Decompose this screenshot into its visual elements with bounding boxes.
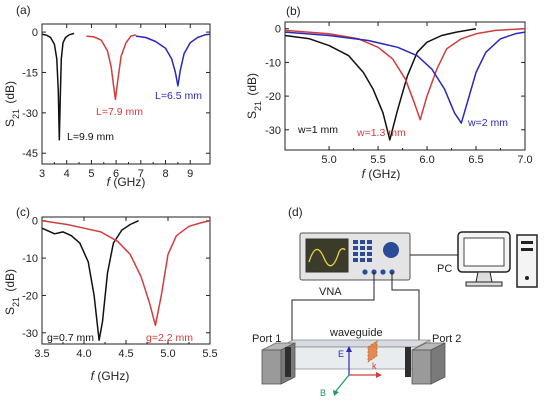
y-tick-label: -30 xyxy=(22,108,38,120)
waveguide-label: waveguide xyxy=(329,327,383,339)
series-line-3 xyxy=(285,31,525,124)
series-annotation: w=1.3 mm xyxy=(356,127,406,139)
field-axes xyxy=(333,346,382,396)
panel-label-d: (d) xyxy=(288,205,303,219)
x-tick-label: 5.5 xyxy=(202,348,217,360)
x-axis-label: f (GHz) xyxy=(107,175,146,189)
y-tick-label: -45 xyxy=(22,148,38,160)
vna-port xyxy=(362,269,368,275)
cables xyxy=(291,254,458,345)
plot-frame xyxy=(41,216,211,345)
chart-panel-a: (a) 3 4 5 6 7 8 9 0 -15 -30 -45 S21 (dB) f (GHz) L=9.9… xyxy=(3,3,211,189)
k-vector-label: k xyxy=(372,361,377,371)
x-tick-label: 5 xyxy=(88,168,94,180)
e-field-label: E xyxy=(338,349,344,359)
pc-label: PC xyxy=(437,263,452,275)
x-tick-label: 9 xyxy=(187,168,193,180)
y-tick-label: -10 xyxy=(22,253,38,265)
x-axis-label: f (GHz) xyxy=(362,167,401,181)
waveguide xyxy=(261,339,446,385)
y-axis-label: S21 (dB) xyxy=(3,81,21,127)
series-annotation: L=6.5 mm xyxy=(155,90,202,102)
pc-computer xyxy=(457,231,538,288)
series-line-3 xyxy=(135,33,210,87)
x-tick-label: 5.5 xyxy=(370,154,385,166)
series-annotation: w=2 mm xyxy=(467,117,508,129)
series-annotation: g=0.7 mm xyxy=(47,332,94,344)
x-tick-label: 3 xyxy=(39,168,45,180)
vna-label: VNA xyxy=(319,286,342,298)
y-tick-label: -30 xyxy=(22,328,38,340)
series-annotation: L=9.9 mm xyxy=(67,131,114,143)
x-tick-label: 6.5 xyxy=(468,154,483,166)
panel-label: (c) xyxy=(16,205,30,219)
x-tick-label: 5.0 xyxy=(321,154,336,166)
y-tick-label: -10 xyxy=(265,57,281,69)
x-tick-label: 7.0 xyxy=(517,154,532,166)
sample xyxy=(368,341,377,362)
series-line-2 xyxy=(285,27,525,121)
vna-screen xyxy=(305,238,349,273)
y-tick-label: -20 xyxy=(22,290,38,302)
series-line-1 xyxy=(42,220,139,342)
x-axis-label: f (GHz) xyxy=(91,369,130,383)
vna-port xyxy=(380,269,386,275)
x-tick-label: 6 xyxy=(113,168,119,180)
vna-instrument xyxy=(299,232,411,281)
y-axis-label: S21 (dB) xyxy=(245,73,263,119)
vna-knob xyxy=(383,242,399,258)
x-tick-label: 6.0 xyxy=(419,154,434,166)
x-tick-label: 4.5 xyxy=(118,348,133,360)
x-tick-label: 5.0 xyxy=(160,348,175,360)
y-tick-label: 0 xyxy=(32,27,38,39)
x-tick-label: 8 xyxy=(162,168,168,180)
x-tick-label: 3.5 xyxy=(34,348,49,360)
plot-frame xyxy=(41,23,211,165)
vna-trace xyxy=(308,248,346,267)
plot-frame xyxy=(284,21,526,151)
vna-keypad xyxy=(353,240,372,262)
y-tick-label: 0 xyxy=(275,24,281,36)
series-line-2 xyxy=(42,219,210,327)
series-line-1 xyxy=(285,27,477,141)
port-1-block xyxy=(261,349,282,385)
panel-label: (a) xyxy=(16,3,31,17)
series-line-2 xyxy=(86,34,137,101)
series-annotation: g=2.2 mm xyxy=(146,332,193,344)
y-tick-label: 0 xyxy=(32,216,38,228)
series-annotation: w=1 mm xyxy=(297,124,338,136)
series-annotation: L=7.9 mm xyxy=(96,106,143,118)
chart-panel-c: (c) 3.5 4.0 4.5 5.0 5.5 0 -10 -20 -30 S21 (dB) f (G… xyxy=(3,205,218,383)
x-tick-label: 4.0 xyxy=(76,348,91,360)
setup-diagram: (d) VNA xyxy=(252,205,538,398)
y-axis-label: S21 (dB) xyxy=(3,269,21,315)
y-tick-label: -30 xyxy=(265,125,281,137)
y-tick-label: -20 xyxy=(265,91,281,103)
port-2-block xyxy=(411,349,432,385)
b-field-label: B xyxy=(320,388,326,398)
series-line-1 xyxy=(42,32,75,141)
panel-label: (b) xyxy=(286,4,301,18)
x-tick-label: 4 xyxy=(64,168,70,180)
x-tick-label: 7 xyxy=(138,168,144,180)
y-tick-label: -15 xyxy=(22,67,38,79)
port-2-label: Port 2 xyxy=(432,333,461,345)
port-1-label: Port 1 xyxy=(252,333,281,345)
